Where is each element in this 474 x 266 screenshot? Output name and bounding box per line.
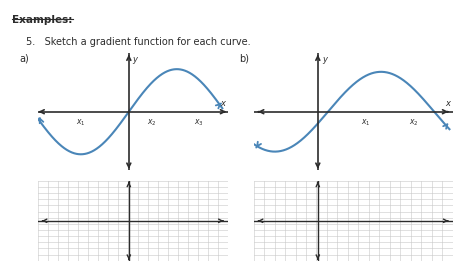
- Text: y: y: [322, 55, 327, 64]
- Text: b): b): [239, 53, 249, 63]
- Text: $x_2$: $x_2$: [147, 118, 157, 128]
- Text: x: x: [220, 99, 226, 108]
- Text: x: x: [445, 99, 450, 108]
- Text: a): a): [19, 53, 29, 63]
- Text: Examples:: Examples:: [12, 15, 72, 25]
- Text: $x_2$: $x_2$: [410, 118, 419, 128]
- Text: $x_1$: $x_1$: [361, 118, 371, 128]
- Text: 5.   Sketch a gradient function for each curve.: 5. Sketch a gradient function for each c…: [26, 37, 251, 47]
- Text: $x_1$: $x_1$: [76, 118, 86, 128]
- Text: y: y: [132, 55, 137, 64]
- Text: $x_3$: $x_3$: [194, 118, 204, 128]
